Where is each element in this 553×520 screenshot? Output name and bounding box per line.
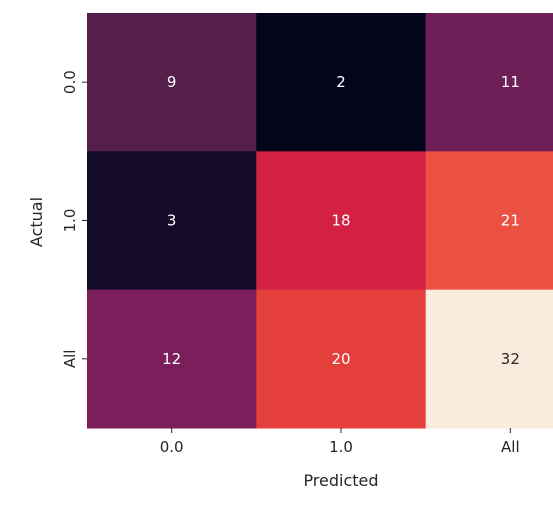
y-tick-label: 1.0 [61,209,79,233]
cell-value-label: 32 [501,350,520,368]
x-tick-label: 0.0 [160,438,184,456]
heatmap-cell [425,289,553,429]
heatmap-cells: 9 2 11 3 18 21 12 20 32 [87,13,553,429]
cell-value-label: 9 [167,73,177,91]
x-axis-ticks: 0.0 1.0 All [160,428,520,456]
heatmap-cell [87,151,257,291]
heatmap-cell [425,151,553,291]
x-tick-label: 1.0 [329,438,353,456]
x-axis-label: Predicted [303,471,378,490]
heatmap-cell [256,13,427,152]
y-tick-label: 0.0 [61,70,79,94]
cell-value-label: 2 [336,73,346,91]
heatmap-cell [87,289,257,429]
cell-value-label: 3 [167,212,177,230]
cell-value-label: 12 [162,350,181,368]
heatmap-cell [425,13,553,152]
cell-value-label: 20 [331,350,350,368]
heatmap-cell [256,289,427,429]
x-tick-label: All [501,438,520,456]
heatmap-cell [87,13,257,152]
y-tick-label: All [61,350,79,369]
cell-value-label: 11 [501,73,520,91]
cell-value-label: 21 [501,212,520,230]
cell-value-label: 18 [331,212,350,230]
heatmap-cell [256,151,427,291]
y-axis-ticks: 0.0 1.0 All [61,70,87,368]
y-axis-label: Actual [27,197,46,247]
